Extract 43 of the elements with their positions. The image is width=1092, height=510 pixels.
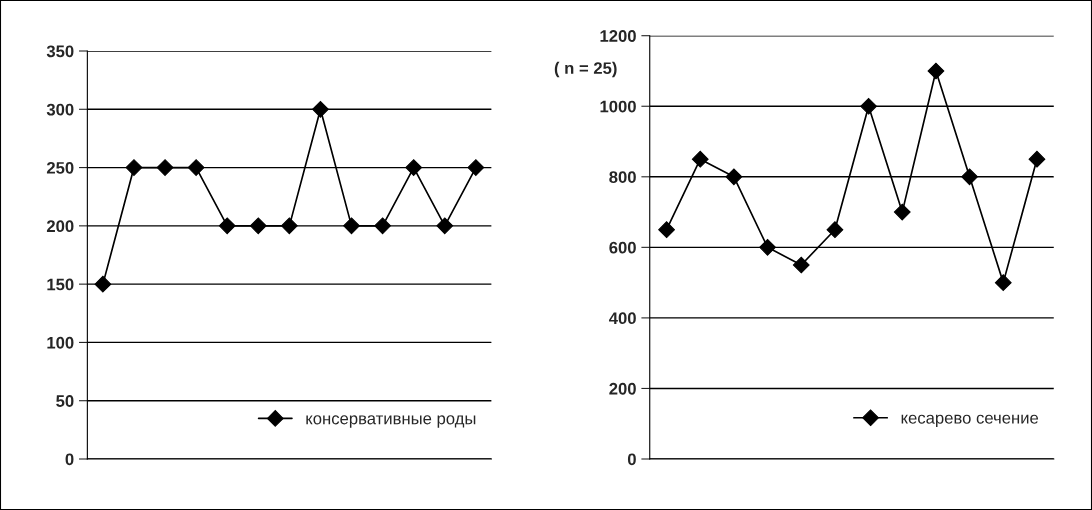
point xyxy=(1028,150,1046,168)
point xyxy=(374,217,391,235)
y-tick-label: 1000 xyxy=(600,100,636,113)
y-tick-label: 50 xyxy=(56,395,74,407)
legend-label: консервативные роды xyxy=(306,415,476,428)
point xyxy=(156,159,174,176)
point xyxy=(343,217,360,235)
point xyxy=(860,97,877,115)
y-tick-label: 600 xyxy=(609,241,636,254)
point xyxy=(467,159,485,176)
y-tick-label: 150 xyxy=(47,278,74,291)
point xyxy=(759,238,776,256)
point xyxy=(725,168,743,186)
point xyxy=(312,100,329,118)
point xyxy=(436,217,454,235)
point xyxy=(826,221,844,239)
y-tick-label: 250 xyxy=(46,161,74,174)
text: ( n = 25) xyxy=(554,61,617,78)
y-tick-label: 300 xyxy=(46,103,74,116)
point xyxy=(94,275,112,293)
y-tick-label: 200 xyxy=(609,382,636,395)
y-tick-label: 1200 xyxy=(600,30,636,42)
point xyxy=(927,62,945,80)
point xyxy=(405,159,423,176)
point xyxy=(691,150,709,168)
y-tick-label: 350 xyxy=(46,45,74,58)
point xyxy=(125,159,143,176)
point xyxy=(792,256,810,274)
y-tick-label: 400 xyxy=(608,312,636,325)
point xyxy=(187,159,205,176)
point xyxy=(218,217,236,235)
point xyxy=(961,168,978,186)
point xyxy=(249,217,267,235)
point xyxy=(658,221,675,239)
y-tick-label: 0 xyxy=(627,453,636,466)
y-tick-label: 200 xyxy=(46,220,74,233)
point xyxy=(994,274,1012,291)
legend-label: кесарево сечение xyxy=(901,414,1039,428)
point xyxy=(281,217,298,235)
y-tick-label: 0 xyxy=(65,453,74,466)
y-tick-label: 100 xyxy=(47,336,74,349)
y-tick-label: 800 xyxy=(609,171,636,183)
point xyxy=(893,203,911,221)
